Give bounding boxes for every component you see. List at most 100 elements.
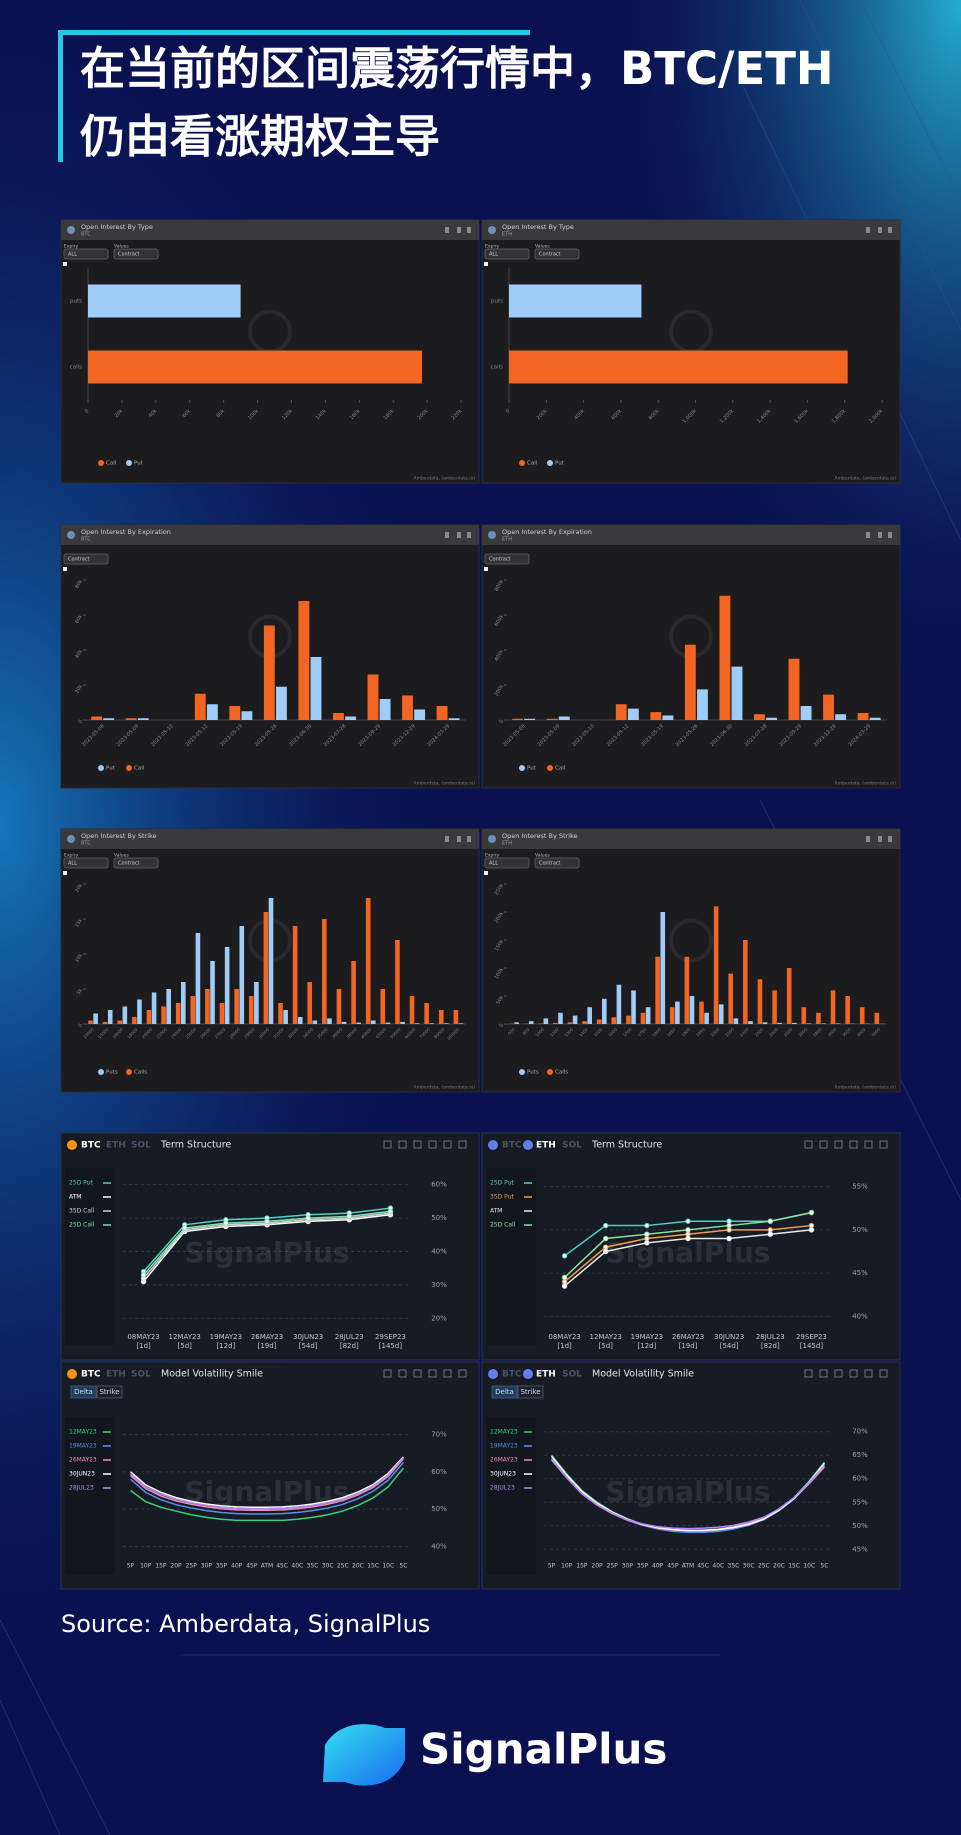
panel-bg — [481, 1361, 901, 1590]
panel-header — [482, 220, 900, 240]
legend-swatch — [547, 460, 553, 466]
legend-label: Puts — [106, 1070, 118, 1076]
x-tick-label: 20k — [114, 408, 125, 419]
bar — [684, 644, 696, 720]
x-tick-sublabel: [1d] — [136, 1342, 151, 1350]
bar — [367, 674, 379, 720]
y-tick-label: 100k — [494, 967, 505, 981]
credit: Amberdata, (amberdata.io) — [414, 781, 476, 787]
toggle-label: Delta — [74, 1388, 93, 1396]
bar — [823, 694, 834, 720]
y-tick-label: 40% — [852, 1312, 868, 1320]
panel-subtitle: ETH — [502, 841, 512, 847]
panel-icon — [428, 1140, 437, 1149]
panel-subtitle: BTC — [81, 841, 91, 847]
y-tick-label: 70% — [431, 1430, 447, 1438]
panel-icon — [488, 835, 496, 843]
control-label: Values — [114, 853, 129, 859]
panel-icon — [445, 532, 449, 538]
y-tick-label: 70% — [852, 1428, 868, 1436]
x-tick-label: 3000 — [827, 1027, 838, 1038]
x-tick-label: 80k — [215, 408, 226, 419]
tab: SOL — [562, 1370, 582, 1380]
bar — [380, 989, 386, 1024]
point — [767, 1231, 773, 1237]
legend-swatch — [98, 1069, 104, 1075]
legend-label: 12MAY23 — [490, 1429, 518, 1436]
x-tick-sublabel: [54d] — [299, 1342, 318, 1350]
panel-icon — [428, 1369, 437, 1378]
x-tick-label: 2500 — [783, 1027, 794, 1038]
control-value: Contract — [539, 252, 561, 258]
bar — [276, 686, 287, 720]
bar — [283, 1010, 288, 1024]
point — [264, 1218, 270, 1225]
panel-icon — [888, 532, 892, 538]
panel-title: Open Interest By Strike — [81, 832, 157, 840]
panel-icon — [834, 1369, 843, 1378]
x-tick-label: 1700 — [622, 1027, 633, 1038]
toggle-button — [491, 1385, 518, 1399]
line — [130, 1456, 404, 1509]
x-tick-label: 1900 — [680, 1027, 691, 1038]
point — [767, 1227, 773, 1233]
bar — [166, 989, 171, 1024]
x-tick-label: 29SEP23 — [796, 1333, 827, 1341]
bar — [351, 961, 356, 1024]
y-tick-label: 60k — [74, 614, 84, 625]
x-tick-label: 2100 — [724, 1027, 735, 1038]
bar — [107, 1010, 113, 1024]
legend-label: 28JUL23 — [69, 1485, 94, 1492]
bar — [543, 1018, 549, 1024]
panel-icon — [413, 1140, 422, 1149]
bar — [88, 350, 423, 384]
y-tick-label: 55% — [852, 1498, 868, 1506]
toggle-label: Delta — [495, 1388, 514, 1396]
legend-label: Put — [555, 461, 565, 467]
bar — [292, 926, 298, 1024]
control-value: Contract — [539, 861, 561, 867]
y-tick-label: 600k — [494, 614, 505, 628]
legend-label: 26MAY23 — [490, 1457, 518, 1464]
chart-panel: BTC ETH SOL Model Volatility Smile Delta Stri… — [60, 1361, 480, 1590]
bar — [263, 912, 269, 1024]
tab: SOL — [562, 1141, 582, 1151]
bar — [137, 718, 149, 720]
bar — [125, 718, 137, 720]
bar — [718, 1004, 724, 1024]
panel-title: Model Volatility Smile — [161, 1369, 263, 1380]
point — [808, 1227, 815, 1233]
y-tick-label: calls — [491, 365, 503, 371]
toggle-button — [96, 1385, 123, 1399]
logo-mark — [323, 1724, 405, 1786]
point — [726, 1222, 732, 1229]
point — [561, 1274, 568, 1281]
legend-label: Put — [106, 766, 116, 772]
bar — [234, 989, 239, 1024]
bar — [103, 718, 115, 720]
bar — [514, 1022, 519, 1024]
x-tick-label: 40P — [652, 1563, 664, 1570]
legend-label: 35D Put — [490, 1194, 514, 1201]
panel-icon — [488, 531, 496, 539]
tab: BTC — [81, 1141, 101, 1151]
x-tick-label: 800 — [521, 1027, 530, 1036]
toggle-label: Strike — [520, 1388, 540, 1396]
x-tick-label: 1500 — [593, 1027, 604, 1038]
resize-handle — [484, 567, 488, 571]
bar — [379, 699, 391, 720]
panel-title: Open Interest By Expiration — [502, 528, 592, 536]
control-box — [63, 857, 109, 869]
y-tick-label: 20k — [74, 883, 84, 894]
bar — [512, 718, 524, 720]
control-box — [484, 857, 530, 869]
panel-icon — [878, 227, 882, 233]
panel-icon — [864, 1140, 873, 1149]
charts: Open Interest By TypeBTCExpiryALLValuesC… — [60, 219, 901, 1590]
bar — [792, 1022, 797, 1024]
control-label: Values — [535, 244, 550, 250]
